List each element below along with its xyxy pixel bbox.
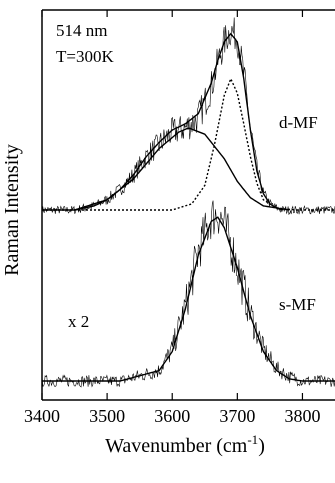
upper-series-3 bbox=[42, 76, 335, 211]
plot-frame bbox=[41, 9, 335, 401]
upper-series-1 bbox=[42, 32, 284, 211]
x-tick-labels: 3400 3500 3600 3700 3800 bbox=[24, 406, 320, 426]
x-tick-label-3400: 3400 bbox=[24, 406, 60, 426]
x-axis-label-main: Wavenumber (cm bbox=[105, 435, 248, 457]
upper-trace-label: d-MF bbox=[279, 113, 318, 132]
x-axis-label-exponent: -1 bbox=[247, 432, 258, 447]
lower-series-1 bbox=[42, 216, 335, 382]
scale-factor-annotation: x 2 bbox=[68, 312, 89, 331]
series-layer bbox=[41, 17, 335, 388]
wavelength-annotation: 514 nm bbox=[56, 21, 107, 40]
x-tick-label-3800: 3800 bbox=[284, 406, 320, 426]
x-ticks bbox=[41, 10, 304, 400]
x-axis-label: Wavenumber (cm-1) bbox=[105, 432, 265, 457]
x-tick-label-3700: 3700 bbox=[219, 406, 255, 426]
y-axis-label: Raman Intensity bbox=[1, 144, 23, 276]
x-tick-label-3500: 3500 bbox=[89, 406, 125, 426]
temperature-annotation: T=300K bbox=[56, 47, 114, 66]
x-axis-label-close: ) bbox=[258, 435, 265, 457]
upper-series-2 bbox=[74, 127, 290, 211]
x-tick-label-3600: 3600 bbox=[154, 406, 190, 426]
lower-trace-label: s-MF bbox=[279, 295, 316, 314]
